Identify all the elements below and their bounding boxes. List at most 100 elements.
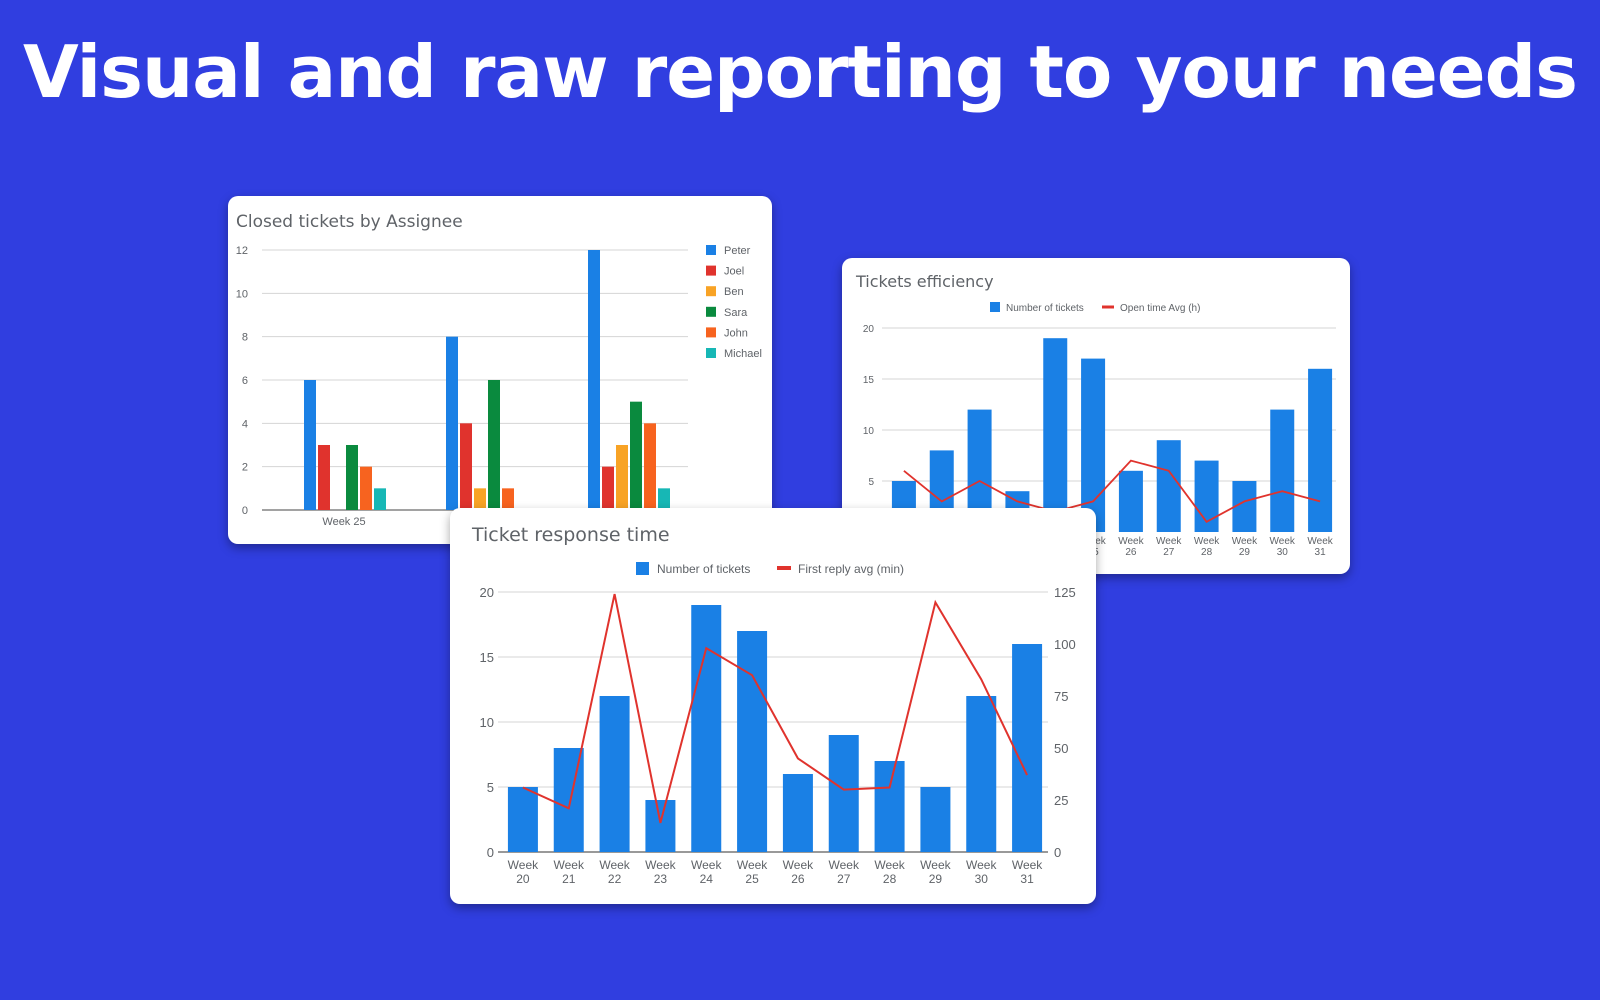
x-tick-label: 21 xyxy=(562,872,576,886)
y-tick-label: 15 xyxy=(480,650,494,665)
legend-label: Sara xyxy=(724,307,748,319)
bar-john xyxy=(360,466,372,510)
closed-tickets-chart: 0 2 4 6 8 10 12 Week 25 Peter Joel Ben Sara John Mich… xyxy=(236,245,762,528)
x-tick-label: 25 xyxy=(745,872,759,886)
y-tick-label: 20 xyxy=(863,324,875,335)
legend-label: Ben xyxy=(724,286,744,298)
bar-peter xyxy=(446,336,458,510)
legend-swatch xyxy=(990,302,1000,312)
legend-swatch xyxy=(706,265,716,276)
bar-ben xyxy=(616,445,628,510)
x-tick-label: 31 xyxy=(1020,872,1034,886)
legend-swatch xyxy=(706,327,716,338)
legend-label: Number of tickets xyxy=(657,562,750,576)
legend-label: First reply avg (min) xyxy=(798,562,904,576)
bar-number-of-tickets xyxy=(1081,358,1106,532)
y-tick-label: 5 xyxy=(487,780,494,795)
y-tick-label: 10 xyxy=(236,288,248,300)
legend-label: Joel xyxy=(724,266,744,278)
x-tick-label: 31 xyxy=(1315,547,1327,558)
x-tick-label: Week xyxy=(1307,536,1333,547)
line-open-time-avg xyxy=(903,459,1321,523)
x-tick-label: Week xyxy=(1118,536,1144,547)
y-tick-label: 4 xyxy=(242,418,248,430)
legend-label: Michael xyxy=(724,348,762,360)
y-tick-label: 10 xyxy=(480,715,494,730)
y-tick-label: 20 xyxy=(480,585,494,600)
x-tick-label: 30 xyxy=(1277,547,1289,558)
x-tick-label: 29 xyxy=(929,872,943,886)
bar-ben xyxy=(474,488,486,510)
bar-sara xyxy=(346,445,358,510)
x-tick-label: 26 xyxy=(1125,547,1137,558)
legend-label: John xyxy=(724,327,748,339)
x-tick-label: Week xyxy=(783,858,814,872)
y-tick-label: 0 xyxy=(487,845,494,860)
bar-sara xyxy=(488,380,500,510)
x-tick-label: Week xyxy=(737,858,768,872)
y2-tick-label: 50 xyxy=(1054,741,1068,756)
x-tick-label: 22 xyxy=(608,872,622,886)
bar-peter xyxy=(588,250,600,510)
x-tick-label: Week xyxy=(1270,536,1296,547)
y2-tick-label: 100 xyxy=(1054,637,1076,652)
legend-swatch xyxy=(706,286,716,297)
legend-swatch xyxy=(706,306,716,317)
x-tick-label: Week xyxy=(1156,536,1182,547)
y-tick-label: 12 xyxy=(236,245,248,257)
x-tick-label: 24 xyxy=(700,872,714,886)
bar-number-of-tickets xyxy=(1156,440,1181,532)
bar-number-of-tickets xyxy=(1043,338,1068,532)
chart-title: Closed tickets by Assignee xyxy=(236,212,463,232)
x-tick-label: 29 xyxy=(1239,547,1251,558)
bar-john xyxy=(644,423,656,510)
x-tick-label: 30 xyxy=(975,872,989,886)
y-tick-label: 5 xyxy=(868,477,874,488)
y2-tick-label: 75 xyxy=(1054,689,1068,704)
legend-label: Peter xyxy=(724,245,751,257)
x-tick-label: Week xyxy=(554,858,585,872)
bar-number-of-tickets xyxy=(782,774,813,852)
bar-number-of-tickets xyxy=(1012,644,1043,852)
legend-swatch xyxy=(706,245,716,255)
closed-tickets-card: 0 2 4 6 8 10 12 Week 25 Peter Joel Ben Sara John Mich… xyxy=(228,196,772,544)
bar-michael xyxy=(658,488,670,510)
y-tick-label: 0 xyxy=(242,505,248,517)
legend-label: Open time Avg (h) xyxy=(1120,303,1200,314)
bar-john xyxy=(502,488,514,510)
x-tick-label: 26 xyxy=(791,872,805,886)
x-tick-label: Week xyxy=(829,858,860,872)
x-tick-label: Week xyxy=(1194,536,1220,547)
x-tick-label: Week xyxy=(920,858,951,872)
legend-swatch xyxy=(636,562,649,575)
bar-number-of-tickets xyxy=(874,761,905,852)
bar-number-of-tickets xyxy=(1118,470,1143,532)
x-tick-label: Week xyxy=(599,858,630,872)
bar-number-of-tickets xyxy=(966,696,997,852)
ticket-response-time-chart: 051015200255075100125Week20Week21Week22W… xyxy=(480,562,1076,886)
y2-tick-label: 25 xyxy=(1054,793,1068,808)
bar-number-of-tickets xyxy=(1270,409,1295,532)
bar-number-of-tickets xyxy=(828,735,859,852)
bar-joel xyxy=(602,466,614,510)
bar-peter xyxy=(304,380,316,510)
x-tick-label: 23 xyxy=(654,872,668,886)
y-tick-label: 15 xyxy=(863,375,875,386)
legend-swatch xyxy=(706,348,716,358)
y-tick-label: 10 xyxy=(863,426,875,437)
bar-sara xyxy=(630,401,642,510)
x-tick-label: Week xyxy=(1232,536,1258,547)
x-tick-label: 28 xyxy=(883,872,897,886)
bar-number-of-tickets xyxy=(1194,460,1219,532)
line-first-reply-avg xyxy=(522,593,1028,824)
bar-number-of-tickets xyxy=(737,631,768,852)
x-tick-label: 27 xyxy=(1163,547,1175,558)
x-tick-label: Week xyxy=(1012,858,1043,872)
bar-michael xyxy=(374,488,386,510)
x-tick-label: Week 25 xyxy=(322,516,365,528)
ticket-response-time-card: 0 5 10 15 20 0 25 50 75 100 125 Week 20 Week 21 Week 22 W… xyxy=(450,508,1096,904)
bar-joel xyxy=(460,423,472,510)
bar-number-of-tickets xyxy=(691,605,722,852)
x-tick-label: 28 xyxy=(1201,547,1213,558)
bar-number-of-tickets xyxy=(1308,368,1333,532)
